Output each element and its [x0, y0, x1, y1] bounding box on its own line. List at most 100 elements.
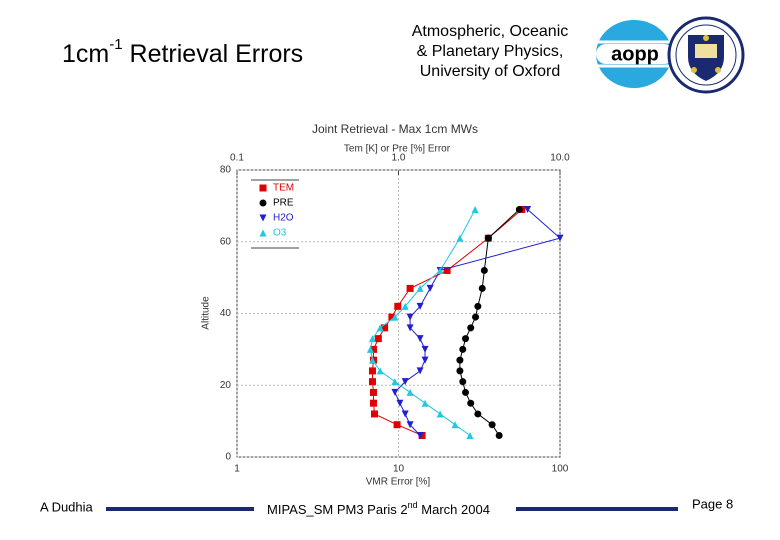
marker — [416, 284, 424, 292]
marker — [401, 378, 409, 386]
marker — [376, 367, 384, 375]
marker — [259, 229, 267, 237]
marker — [524, 205, 532, 213]
marker — [406, 284, 414, 292]
y-tick-label: 20 — [220, 380, 232, 391]
marker — [381, 324, 389, 332]
chart-title: Joint Retrieval - Max 1cm MWs — [312, 122, 478, 136]
footer-bar — [516, 507, 678, 511]
x2-tick-label: 0.1 — [230, 153, 244, 164]
series-line — [371, 209, 523, 436]
marker — [488, 421, 496, 429]
marker — [472, 313, 480, 321]
x-tick-label: 100 — [552, 464, 569, 475]
marker — [436, 410, 444, 418]
marker — [368, 367, 376, 375]
footer-bar — [106, 507, 254, 511]
marker — [467, 399, 475, 407]
marker — [495, 431, 503, 439]
footer-page: Page 8 — [692, 496, 733, 511]
footer-event: MIPAS_SM PM3 Paris 2nd March 2004 — [267, 500, 490, 517]
series-line — [394, 209, 562, 436]
marker — [474, 410, 482, 418]
marker — [401, 302, 409, 310]
marker — [416, 302, 424, 310]
marker — [418, 431, 426, 439]
event-part: March 2004 — [418, 502, 490, 517]
x-axis-label: VMR Error [%] — [366, 477, 431, 488]
marker — [396, 399, 404, 407]
y-tick-label: 40 — [220, 308, 232, 319]
marker — [436, 266, 444, 274]
oxford-crest — [667, 16, 745, 94]
x2-axis-label: Tem [K] or Pre [%] Error — [344, 144, 451, 155]
event-superscript: nd — [408, 500, 418, 510]
marker — [259, 199, 267, 207]
y-axis-label: Altitude — [201, 296, 212, 330]
marker — [471, 205, 479, 213]
marker — [374, 335, 382, 343]
legend-label: PRE — [273, 198, 294, 209]
marker — [391, 313, 399, 321]
legend: TEM PRE H2O O3 — [251, 179, 299, 249]
x2-tick-label: 10.0 — [550, 153, 570, 164]
marker — [368, 378, 376, 386]
marker — [406, 313, 414, 321]
aopp-logo: aopp — [596, 20, 674, 88]
marker — [484, 234, 492, 242]
marker — [393, 421, 401, 429]
marker — [456, 234, 464, 242]
marker — [556, 234, 564, 242]
title-superscript: -1 — [109, 36, 122, 53]
x-tick-label: 1 — [234, 464, 240, 475]
marker — [394, 302, 402, 310]
marker — [462, 335, 470, 343]
title-part: Retrieval Errors — [123, 40, 304, 68]
y-tick-label: 0 — [225, 452, 231, 463]
y-tick-label: 80 — [220, 165, 232, 176]
marker — [369, 345, 377, 353]
title-part: 1cm — [62, 40, 109, 68]
marker — [451, 421, 459, 429]
legend-label: TEM — [273, 183, 294, 194]
marker — [391, 378, 399, 386]
x-tick-label: 10 — [393, 464, 405, 475]
marker — [368, 356, 376, 364]
marker — [456, 367, 464, 375]
marker — [259, 184, 267, 192]
institute-line: & Planetary Physics, — [417, 43, 564, 60]
event-part: MIPAS_SM PM3 Paris 2 — [267, 502, 408, 517]
marker — [478, 284, 486, 292]
marker — [406, 421, 414, 429]
institute-line: University of Oxford — [420, 63, 560, 80]
marker — [466, 431, 474, 439]
marker — [421, 399, 429, 407]
marker — [474, 302, 482, 310]
footer-author: A Dudhia — [40, 499, 94, 514]
slide-title: 1cm-1 Retrieval Errors — [62, 36, 303, 68]
marker — [515, 205, 523, 213]
y-tick-label: 60 — [220, 236, 232, 247]
marker — [416, 431, 424, 439]
marker — [401, 410, 409, 418]
marker — [388, 313, 396, 321]
marker — [421, 345, 429, 353]
marker — [369, 388, 377, 396]
marker — [369, 399, 377, 407]
series-line — [369, 209, 476, 436]
marker — [459, 378, 467, 386]
marker — [259, 214, 267, 222]
marker — [366, 345, 374, 353]
marker — [406, 388, 414, 396]
marker — [416, 367, 424, 375]
marker — [462, 388, 470, 396]
institute-line: Atmospheric, Oceanic — [412, 23, 569, 40]
marker — [406, 324, 414, 332]
legend-label: O3 — [273, 228, 287, 239]
marker — [421, 356, 429, 364]
chart: Joint Retrieval - Max 1cm MWs Tem [K] or… — [201, 122, 571, 487]
marker — [459, 345, 467, 353]
marker — [416, 335, 424, 343]
